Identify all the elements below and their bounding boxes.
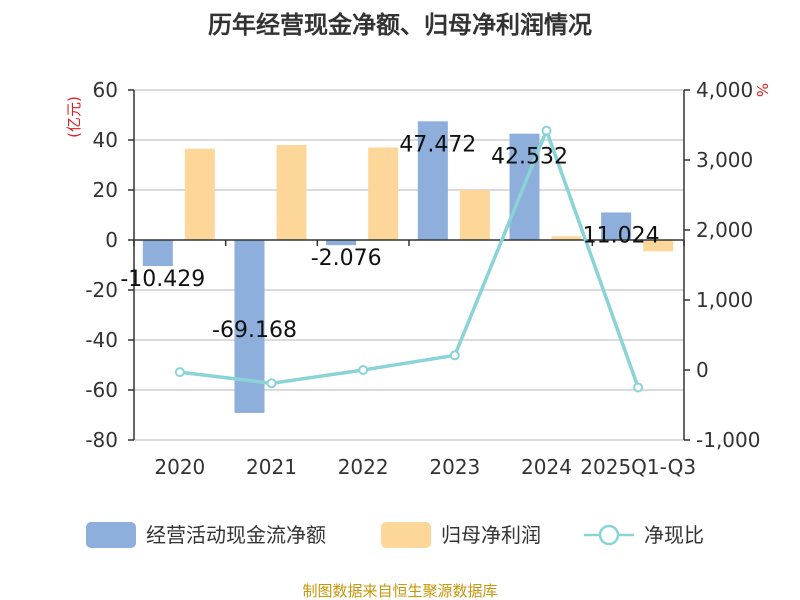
- ratio-point: [449, 350, 460, 361]
- right-axis-unit: %: [753, 83, 771, 97]
- right-tick-label: 2,000: [696, 218, 753, 242]
- bar-net-profit: [276, 145, 307, 240]
- grid-lines: [134, 89, 684, 441]
- left-tick-label: 40: [93, 128, 118, 152]
- category-label: 2020: [154, 455, 205, 479]
- left-tick-label: -40: [85, 328, 118, 352]
- bar-net-profit: [184, 148, 215, 240]
- legend-item-cash-flow-label: 经营活动现金流净额: [146, 523, 326, 547]
- line-layer: [174, 125, 644, 393]
- ratio-line: [179, 125, 640, 389]
- legend-item-cash-flow-swatch: [86, 522, 136, 548]
- ratio-point: [266, 378, 277, 389]
- category-label: 2025Q1-Q3: [580, 455, 696, 479]
- ratio-point: [174, 367, 185, 378]
- legend-item-ratio-label: 净现比: [644, 523, 704, 547]
- bar-net-profit: [643, 240, 674, 252]
- bar-cash-flow: [601, 212, 632, 240]
- legend-item-net-profit-label: 归母净利润: [441, 523, 541, 547]
- bar-net-profit: [368, 147, 399, 240]
- data-label-cash-flow: 42.532: [491, 145, 568, 170]
- source-note: 制图数据来自恒生聚源数据库: [302, 582, 497, 600]
- legend-item-net-profit-swatch: [381, 522, 431, 548]
- left-tick-label: -80: [85, 428, 118, 452]
- left-tick-label: -20: [85, 278, 118, 302]
- right-tick-label: -1,000: [696, 428, 760, 452]
- left-axis-unit: (亿元): [65, 96, 83, 138]
- bar-cash-flow: [326, 240, 357, 246]
- data-label-cash-flow: 47.472: [399, 132, 476, 157]
- bar-net-profit: [459, 190, 490, 240]
- right-tick-label: 0: [696, 358, 709, 382]
- left-tick-label: 60: [93, 78, 118, 102]
- bar-cash-flow: [417, 121, 448, 240]
- data-label-cash-flow: -10.429: [120, 267, 205, 292]
- data-label-cash-flow: -2.076: [311, 246, 382, 271]
- category-label: 2023: [429, 455, 480, 479]
- category-label: 2022: [338, 455, 389, 479]
- bar-net-profit: [551, 236, 582, 240]
- left-tick-label: -60: [85, 378, 118, 402]
- bars-layer: [142, 121, 674, 413]
- legend-item-ratio-swatch-marker: [598, 524, 620, 546]
- category-label: 2021: [246, 455, 297, 479]
- ratio-point: [541, 125, 552, 136]
- category-label: 2024: [521, 455, 572, 479]
- left-tick-label: 20: [93, 178, 118, 202]
- left-tick-label: 0: [105, 228, 118, 252]
- data-label-cash-flow: -69.168: [212, 318, 297, 343]
- bar-cash-flow: [142, 240, 173, 267]
- right-tick-label: 1,000: [696, 288, 753, 312]
- axes-layer: 60 40 20 0 -20 -40 -60 -80 4,000 3,000 2,000 1,000 0…: [85, 78, 760, 479]
- bar-cash-flow: [234, 240, 265, 413]
- data-labels-layer: -10.429 -69.168 -2.076 47.472 42.532 11.024: [120, 132, 659, 343]
- chart-title: 历年经营现金净额、归母净利润情况: [208, 11, 592, 39]
- ratio-point: [358, 365, 369, 375]
- ratio-point: [633, 382, 644, 393]
- data-label-cash-flow: 11.024: [583, 223, 660, 248]
- right-tick-label: 4,000: [696, 78, 753, 102]
- legend: 经营活动现金流净额 归母净利润 净现比: [86, 522, 704, 548]
- right-tick-label: 3,000: [696, 148, 753, 172]
